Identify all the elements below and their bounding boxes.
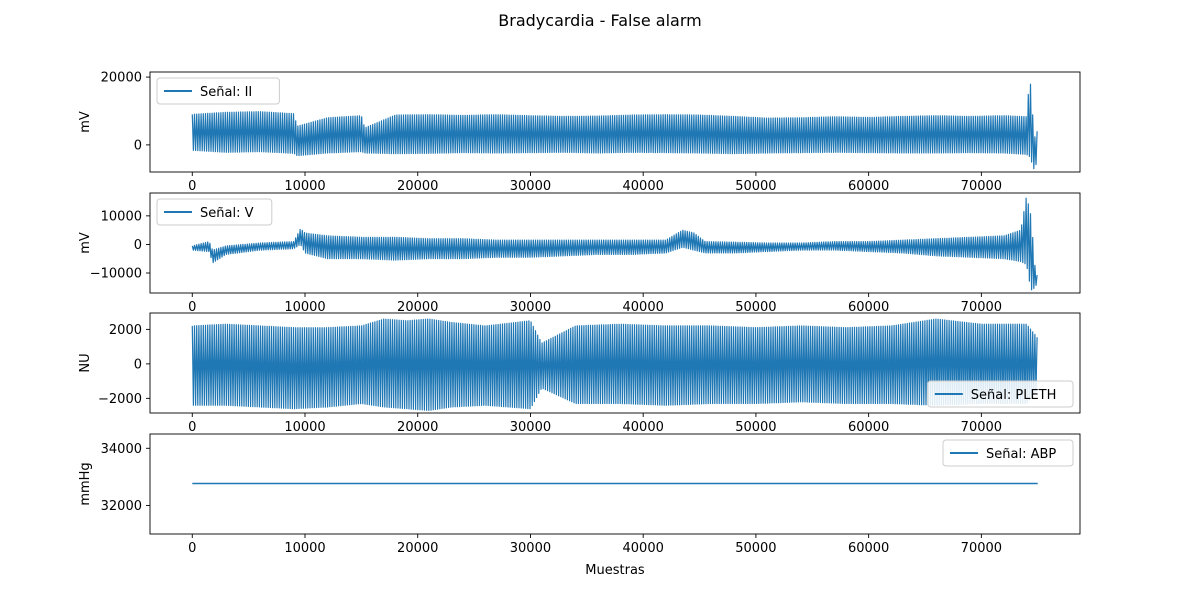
y-tick-label: −10000 xyxy=(90,267,142,282)
series-line xyxy=(191,318,1038,411)
x-tick-label: 40000 xyxy=(623,300,664,315)
x-tick-label: 20000 xyxy=(397,300,438,315)
x-tick-label: 0 xyxy=(188,300,196,315)
series-line xyxy=(191,197,1038,291)
legend: Señal: ABP xyxy=(942,439,1074,467)
x-tick-label: 30000 xyxy=(510,300,551,315)
axes-frame xyxy=(149,192,1081,294)
x-tick-label: 70000 xyxy=(961,541,1002,556)
y-tick-label: 34000 xyxy=(101,442,142,457)
x-axis-label: Muestras xyxy=(585,563,645,578)
x-tick-label: 50000 xyxy=(735,541,776,556)
y-tick-label: 0 xyxy=(134,357,142,372)
y-tick-label: 32000 xyxy=(101,499,142,514)
x-tick-label: 0 xyxy=(188,179,196,194)
legend-label: Señal: II xyxy=(200,85,252,100)
axes-frame xyxy=(149,433,1081,535)
x-tick-label: 30000 xyxy=(510,179,551,194)
x-tick-label: 50000 xyxy=(735,179,776,194)
subplot-1: 0 10000 20000 30000 40000 50000 60000 70000 0 200… xyxy=(78,71,1081,194)
x-tick-label: 0 xyxy=(188,420,196,435)
x-tick-label: 60000 xyxy=(848,300,889,315)
subplot-2: 0 10000 20000 30000 40000 50000 60000 70000 −100… xyxy=(78,192,1081,315)
x-tick-label: 70000 xyxy=(961,179,1002,194)
legend: Señal: II xyxy=(156,77,280,105)
figure-title: Bradycardia - False alarm xyxy=(498,11,701,30)
x-tick-label: 30000 xyxy=(510,420,551,435)
y-tick-label: 2000 xyxy=(109,323,142,338)
x-tick-label: 60000 xyxy=(848,420,889,435)
legend-label: Señal: PLETH xyxy=(971,388,1057,403)
y-tick-label: 0 xyxy=(134,138,142,153)
subplot-3: 0 10000 20000 30000 40000 50000 60000 70000−200… xyxy=(78,312,1081,435)
x-tick-label: 40000 xyxy=(623,541,664,556)
legend-label: Señal: V xyxy=(200,206,254,221)
x-tick-label: 20000 xyxy=(397,541,438,556)
x-tick-label: 70000 xyxy=(961,420,1002,435)
legend-label: Señal: ABP xyxy=(986,447,1056,462)
x-tick-label: 60000 xyxy=(848,541,889,556)
legend-box xyxy=(156,77,280,105)
x-tick-label: 0 xyxy=(188,541,196,556)
x-tick-label: 60000 xyxy=(848,179,889,194)
x-tick-label: 30000 xyxy=(510,541,551,556)
x-tick-label: 10000 xyxy=(284,300,325,315)
y-axis-label: mV xyxy=(78,232,93,254)
legend-box xyxy=(942,439,1074,467)
legend: Señal: V xyxy=(156,198,273,226)
y-axis-label: mV xyxy=(78,111,93,133)
x-tick-label: 20000 xyxy=(397,420,438,435)
x-tick-label: 10000 xyxy=(284,420,325,435)
y-tick-label: 10000 xyxy=(101,209,142,224)
x-tick-label: 10000 xyxy=(284,541,325,556)
x-tick-label: 70000 xyxy=(961,300,1002,315)
x-tick-label: 10000 xyxy=(284,179,325,194)
x-tick-label: 40000 xyxy=(623,179,664,194)
y-tick-label: 20000 xyxy=(101,71,142,86)
subplot-4: 0 10000 20000 30000 40000 50000 60000 70000 3200… xyxy=(78,433,1081,556)
legend: Señal: PLETH xyxy=(927,380,1074,408)
legend-box xyxy=(927,380,1074,408)
y-tick-label: 0 xyxy=(134,238,142,253)
x-tick-label: 20000 xyxy=(397,179,438,194)
x-tick-label: 50000 xyxy=(735,300,776,315)
axes-frame xyxy=(149,71,1081,173)
x-tick-label: 50000 xyxy=(735,420,776,435)
legend-box xyxy=(156,198,273,226)
y-axis-label: mmHg xyxy=(78,462,93,505)
axes-frame xyxy=(149,312,1081,414)
series-line xyxy=(191,83,1038,170)
x-tick-label: 40000 xyxy=(623,420,664,435)
y-tick-label: −2000 xyxy=(98,392,142,407)
y-axis-label: NU xyxy=(78,353,93,372)
